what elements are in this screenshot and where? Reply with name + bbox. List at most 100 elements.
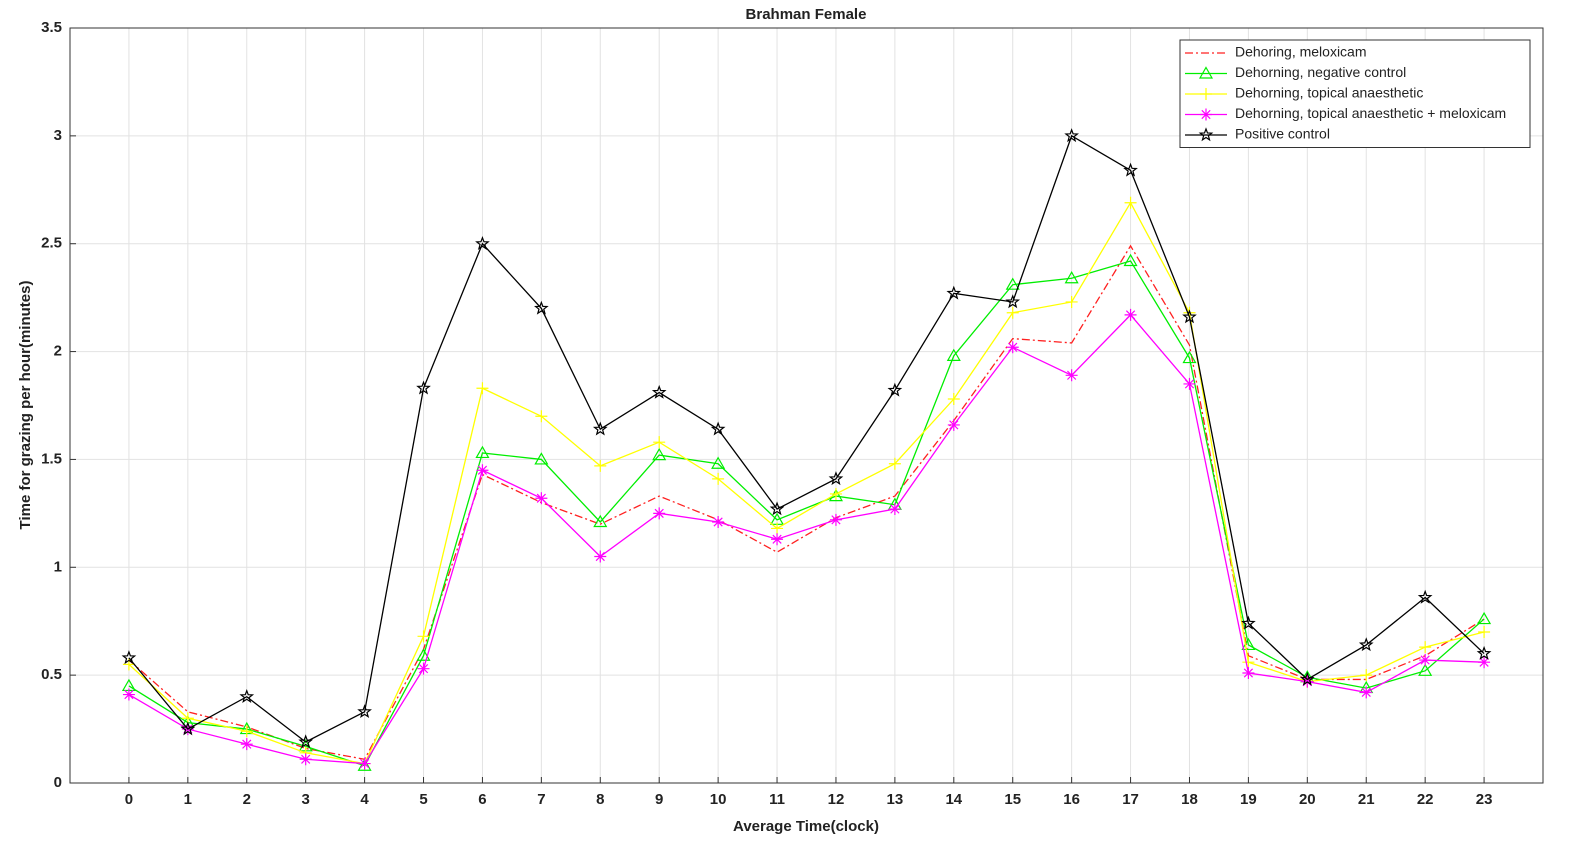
y-tick-label: 1 [54, 558, 62, 575]
data-point [829, 513, 842, 526]
y-tick-label: 3 [54, 127, 62, 144]
x-tick-label: 13 [887, 791, 904, 808]
legend-marker [1200, 108, 1212, 121]
data-point [651, 384, 667, 399]
data-point [947, 393, 960, 406]
data-point [1478, 626, 1491, 638]
data-point [1005, 294, 1021, 309]
x-tick-label: 10 [710, 791, 727, 808]
data-point [653, 436, 666, 449]
data-point [594, 550, 607, 563]
data-point [357, 758, 372, 771]
x-tick-label: 9 [655, 791, 663, 808]
data-point [1242, 656, 1255, 669]
x-tick-label: 20 [1299, 791, 1316, 808]
data-point [299, 753, 312, 766]
data-point [180, 721, 196, 736]
y-tick-label: 0.5 [41, 666, 62, 683]
data-point [592, 421, 608, 436]
data-point [1419, 654, 1432, 667]
x-tick-label: 1 [184, 791, 192, 808]
data-point [887, 382, 903, 397]
x-tick-label: 5 [419, 791, 427, 808]
x-tick-label: 19 [1240, 791, 1257, 808]
data-point [417, 662, 430, 675]
x-tick-label: 14 [945, 791, 962, 808]
x-tick-label: 3 [302, 791, 310, 808]
series-line [128, 134, 1485, 743]
x-tick-label: 2 [243, 791, 251, 808]
y-tick-label: 0 [54, 774, 62, 791]
data-point [652, 447, 667, 461]
data-point [1123, 253, 1138, 267]
data-point [594, 459, 607, 472]
series-line [128, 244, 1485, 760]
data-point [475, 235, 490, 250]
data-point [239, 688, 255, 703]
x-tick-label: 0 [125, 791, 133, 808]
data-point [1065, 295, 1078, 308]
data-point [712, 515, 725, 528]
data-point [358, 757, 371, 770]
data-point [1123, 162, 1138, 177]
data-point [1006, 341, 1019, 354]
data-point [416, 380, 431, 395]
x-tick-label: 12 [828, 791, 845, 808]
legend-box [1179, 39, 1531, 148]
data-point [1064, 271, 1079, 284]
chart-title: Brahman Female [746, 6, 867, 23]
y-axis-label: Time for grazing per hour(minutes) [17, 281, 34, 530]
data-point [593, 514, 608, 528]
series-group [121, 128, 1492, 771]
data-point [535, 410, 548, 423]
legend-marker [1198, 127, 1214, 142]
series-line [128, 313, 1485, 765]
data-point [771, 522, 784, 535]
data-point [711, 456, 726, 469]
data-point [534, 300, 549, 315]
data-point [1418, 663, 1433, 676]
legend-marker [1200, 88, 1212, 100]
y-tick-label: 2.5 [41, 235, 62, 252]
data-point [946, 348, 961, 361]
x-tick-label: 6 [478, 791, 486, 808]
data-point [122, 688, 135, 701]
data-point [947, 418, 960, 431]
legend-label: Positive control [1235, 126, 1330, 142]
data-point [1476, 645, 1492, 660]
data-point [829, 487, 842, 500]
y-tick-label: 1.5 [41, 450, 62, 467]
x-tick-label: 17 [1122, 791, 1139, 808]
x-tick-label: 7 [537, 791, 545, 808]
data-point [771, 533, 784, 546]
data-point [946, 285, 962, 300]
x-tick-label: 16 [1063, 791, 1080, 808]
data-point [357, 704, 372, 719]
data-point [416, 648, 431, 661]
x-tick-label: 15 [1004, 791, 1021, 808]
y-tick-label: 3.5 [41, 19, 62, 36]
data-point [710, 421, 726, 436]
data-point [535, 492, 548, 505]
data-point [1419, 641, 1432, 654]
data-point [1005, 277, 1020, 290]
x-tick-label: 4 [360, 791, 369, 808]
legend-label: Dehorning, topical anaesthetic + meloxic… [1235, 105, 1506, 121]
data-point [888, 503, 901, 516]
data-point [1182, 350, 1197, 364]
data-point [712, 472, 725, 485]
data-point [1358, 637, 1374, 652]
data-point [1064, 128, 1079, 143]
x-tick-label: 21 [1358, 791, 1375, 808]
data-point [1006, 306, 1019, 319]
legend-label: Dehoring, meloxicam [1235, 44, 1367, 60]
data-point [888, 457, 901, 470]
data-point [298, 734, 314, 749]
data-point [1182, 309, 1197, 324]
data-point [1183, 377, 1196, 390]
data-point [653, 507, 666, 520]
data-point [1478, 656, 1491, 669]
data-point [1065, 369, 1078, 382]
data-point [1360, 686, 1373, 699]
